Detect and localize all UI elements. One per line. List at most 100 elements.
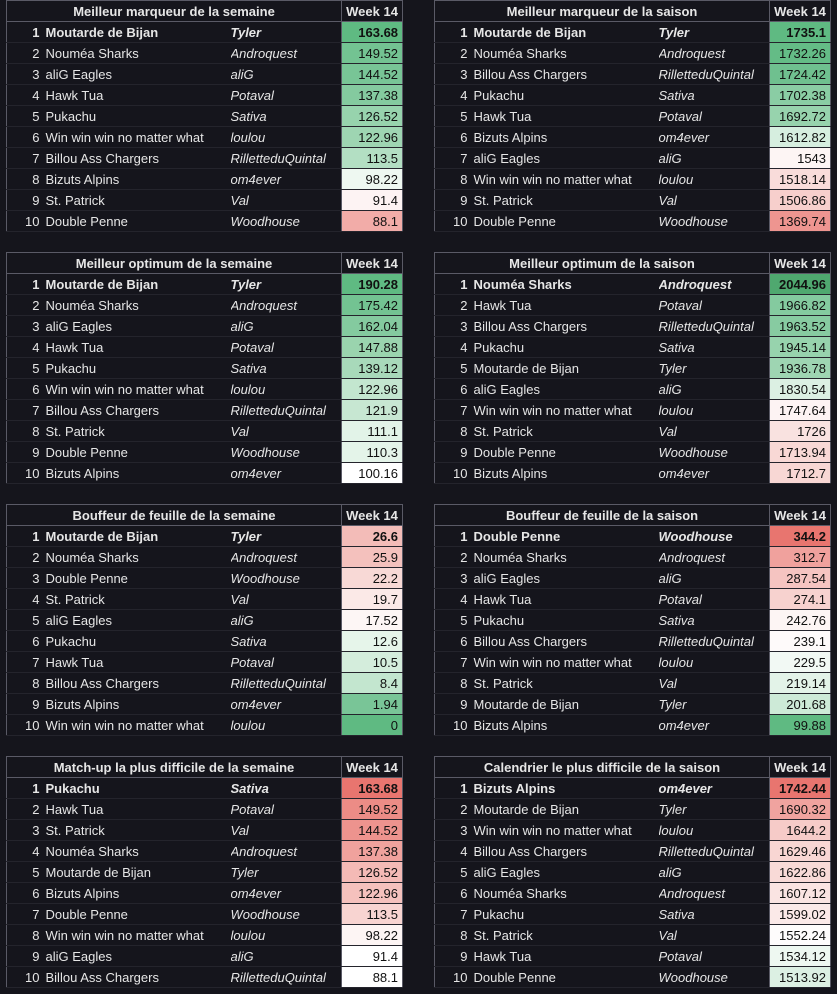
score-value: 344.2 [769, 525, 831, 547]
week-header: Week 14 [769, 252, 831, 274]
team-name: Win win win no matter what [470, 651, 659, 673]
rank-cell: 3 [434, 315, 471, 337]
team-name: Billou Ass Chargers [470, 315, 659, 337]
table-row: 6 Win win win no matter what loulou 122.96 [6, 378, 403, 400]
rank-cell: 1 [434, 273, 471, 295]
score-value: 113.5 [341, 903, 403, 925]
score-value: 1599.02 [769, 903, 831, 925]
team-name: St. Patrick [470, 924, 659, 946]
table-row: 7 Double Penne Woodhouse 113.5 [6, 903, 403, 925]
owner-name: om4ever [230, 462, 342, 484]
team-name: Bizuts Alpins [42, 168, 231, 190]
table-row: 1 Moutarde de Bijan Tyler 190.28 [6, 273, 403, 295]
rank-cell: 4 [6, 588, 43, 610]
score-value: 219.14 [769, 672, 831, 694]
score-value: 122.96 [341, 126, 403, 148]
table-row: 2 Nouméa Sharks Androquest 1732.26 [434, 42, 831, 64]
score-value: 1726 [769, 420, 831, 442]
score-value: 12.6 [341, 630, 403, 652]
score-value: 147.88 [341, 336, 403, 358]
owner-name: aliG [230, 609, 342, 631]
rank-cell: 6 [6, 630, 43, 652]
owner-name: Androquest [230, 42, 342, 64]
table-row: 8 St. Patrick Val 219.14 [434, 672, 831, 694]
score-value: 242.76 [769, 609, 831, 631]
week-header: Week 14 [769, 504, 831, 526]
rank-cell: 7 [6, 903, 43, 925]
table-title: Bouffeur de feuille de la semaine [6, 504, 342, 526]
owner-name: Androquest [658, 882, 770, 904]
team-name: Bizuts Alpins [470, 777, 659, 799]
team-name: Moutarde de Bijan [42, 21, 231, 43]
table-row: 4 Nouméa Sharks Androquest 137.38 [6, 840, 403, 862]
score-value: 26.6 [341, 525, 403, 547]
owner-name: Woodhouse [658, 525, 770, 547]
owner-name: RilletteduQuintal [658, 840, 770, 862]
team-name: Billou Ass Chargers [42, 147, 231, 169]
owner-name: RilletteduQuintal [230, 966, 342, 988]
table-row: 8 St. Patrick Val 111.1 [6, 420, 403, 442]
score-value: 100.16 [341, 462, 403, 484]
owner-name: Sativa [230, 777, 342, 799]
score-value: 144.52 [341, 63, 403, 85]
rank-cell: 5 [6, 609, 43, 631]
score-value: 122.96 [341, 882, 403, 904]
owner-name: Val [230, 189, 342, 211]
owner-name: aliG [658, 378, 770, 400]
owner-name: RilletteduQuintal [658, 315, 770, 337]
team-name: Nouméa Sharks [42, 840, 231, 862]
team-name: Win win win no matter what [470, 168, 659, 190]
score-value: 22.2 [341, 567, 403, 589]
owner-name: Androquest [230, 546, 342, 568]
rank-cell: 6 [6, 126, 43, 148]
owner-name: Woodhouse [230, 210, 342, 232]
score-value: 1724.42 [769, 63, 831, 85]
score-value: 111.1 [341, 420, 403, 442]
table-row: 8 Win win win no matter what loulou 1518.14 [434, 168, 831, 190]
owner-name: om4ever [230, 693, 342, 715]
score-value: 126.52 [341, 861, 403, 883]
owner-name: aliG [230, 63, 342, 85]
score-value: 287.54 [769, 567, 831, 589]
rank-cell: 3 [6, 567, 43, 589]
score-value: 1945.14 [769, 336, 831, 358]
table-row: 10 Double Penne Woodhouse 1369.74 [434, 210, 831, 232]
owner-name: Androquest [230, 294, 342, 316]
table-title: Meilleur marqueur de la saison [434, 0, 770, 22]
owner-name: loulou [658, 819, 770, 841]
team-name: aliG Eagles [42, 945, 231, 967]
rank-cell: 4 [434, 588, 471, 610]
table-row: 9 Double Penne Woodhouse 1713.94 [434, 441, 831, 463]
score-value: 1742.44 [769, 777, 831, 799]
team-name: Pukachu [470, 903, 659, 925]
owner-name: Androquest [230, 840, 342, 862]
table-row: 1 Moutarde de Bijan Tyler 163.68 [6, 21, 403, 43]
rank-cell: 7 [434, 903, 471, 925]
owner-name: Potaval [658, 105, 770, 127]
table-row: 10 Bizuts Alpins om4ever 99.88 [434, 714, 831, 736]
score-value: 163.68 [341, 21, 403, 43]
owner-name: Woodhouse [658, 441, 770, 463]
week-header: Week 14 [341, 504, 403, 526]
team-name: Win win win no matter what [42, 924, 231, 946]
score-value: 88.1 [341, 966, 403, 988]
ranking-table: Match-up la plus difficile de la semaine… [6, 756, 404, 988]
team-name: aliG Eagles [42, 609, 231, 631]
rank-cell: 7 [434, 399, 471, 421]
score-value: 149.52 [341, 798, 403, 820]
team-name: Moutarde de Bijan [470, 21, 659, 43]
score-value: 139.12 [341, 357, 403, 379]
table-row: 6 aliG Eagles aliG 1830.54 [434, 378, 831, 400]
score-value: 88.1 [341, 210, 403, 232]
team-name: Billou Ass Chargers [470, 630, 659, 652]
table-row: 2 Nouméa Sharks Androquest 25.9 [6, 546, 403, 568]
owner-name: aliG [658, 567, 770, 589]
score-value: 1506.86 [769, 189, 831, 211]
owner-name: Sativa [658, 609, 770, 631]
rank-cell: 5 [434, 609, 471, 631]
score-value: 1702.38 [769, 84, 831, 106]
rank-cell: 9 [434, 945, 471, 967]
table-title: Calendrier le plus difficile de la saiso… [434, 756, 770, 778]
table-row: 5 aliG Eagles aliG 17.52 [6, 609, 403, 631]
table-row: 1 Moutarde de Bijan Tyler 1735.1 [434, 21, 831, 43]
